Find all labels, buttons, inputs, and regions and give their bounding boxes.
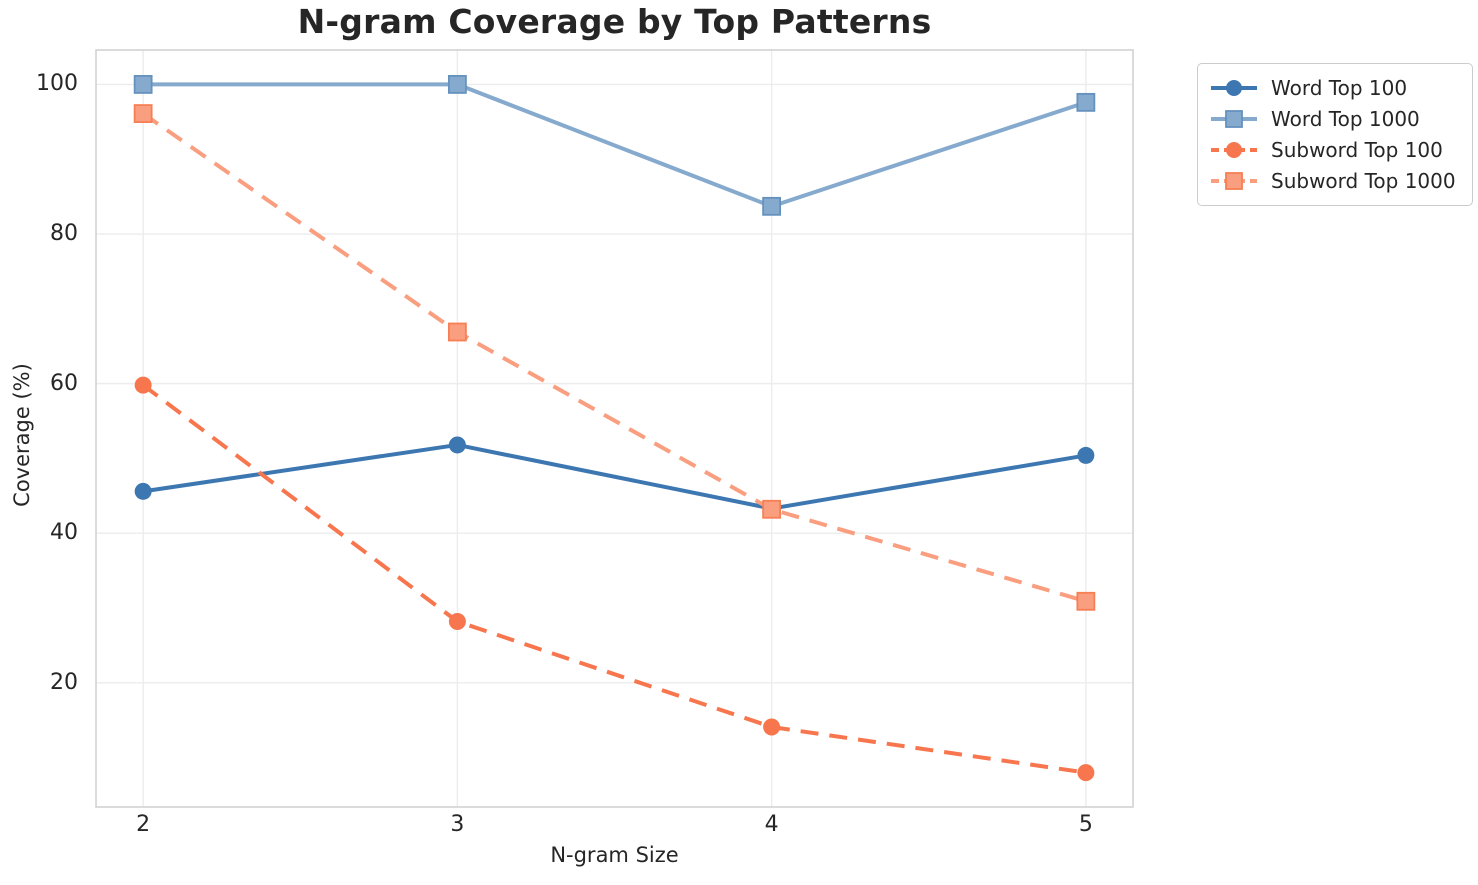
- legend-item-word-top-100: Word Top 100: [1210, 73, 1456, 103]
- marker-subword-top-100: [763, 718, 781, 736]
- y-tick-label: 80: [50, 221, 78, 246]
- legend-label-subword-top-100: Subword Top 100: [1271, 138, 1443, 162]
- marker-word-top-1000: [762, 196, 782, 216]
- line-subword-top-100: [141, 383, 1087, 775]
- marker-word-top-1000: [447, 75, 467, 94]
- y-tick-label: 40: [50, 520, 78, 546]
- legend-label-word-top-1000: Word Top 1000: [1271, 107, 1420, 131]
- legend: Word Top 100 Word Top 1000 Subword Top 100…: [1197, 63, 1473, 206]
- legend-swatch-word-top-100: [1211, 80, 1257, 96]
- line-word-top-100: [142, 442, 1087, 511]
- legend-item-subword-top-100: Subword Top 100: [1210, 135, 1456, 165]
- legend-label-subword-top-1000: Subword Top 1000: [1271, 169, 1456, 193]
- marker-subword-top-1000: [762, 499, 782, 519]
- x-tick-label: 3: [450, 812, 465, 837]
- line-word-top-1000: [143, 82, 1087, 209]
- legend-swatch-subword-top-100: [1211, 142, 1257, 158]
- marker-subword-top-1000: [447, 322, 467, 342]
- x-tick-label: 2: [136, 812, 151, 837]
- marker-word-top-100: [1077, 446, 1095, 464]
- chart-title: N-gram Coverage by Top Patterns: [297, 2, 932, 41]
- series-word-top-100: [134, 436, 1095, 518]
- y-tick-label: 20: [50, 669, 78, 695]
- marker-subword-top-1000: [133, 104, 153, 123]
- marker-word-top-1000: [133, 75, 153, 94]
- marker-subword-top-100: [1077, 764, 1095, 782]
- y-tick-label: 60: [50, 370, 78, 396]
- line-subword-top-1000: [141, 111, 1087, 604]
- axes-spines: [95, 49, 1134, 808]
- legend-swatch-subword-top-1000: [1211, 172, 1257, 190]
- marker-word-top-1000: [1076, 92, 1096, 112]
- y-axis-label: Coverage (%): [10, 363, 34, 507]
- marker-subword-top-100: [134, 376, 152, 394]
- x-tick-label: 4: [764, 812, 779, 837]
- marker-word-top-100: [134, 482, 152, 500]
- series-subword-top-1000: [133, 104, 1096, 611]
- marker-word-top-100: [448, 436, 466, 454]
- y-tick-label: 100: [36, 71, 78, 97]
- x-axis-label: N-gram Size: [550, 843, 679, 867]
- series-subword-top-100: [134, 376, 1095, 782]
- legend-swatch-word-top-1000: [1211, 110, 1257, 128]
- legend-item-word-top-1000: Word Top 1000: [1210, 104, 1456, 134]
- marker-subword-top-1000: [1076, 591, 1096, 611]
- marker-subword-top-100: [448, 612, 466, 630]
- legend-label-word-top-100: Word Top 100: [1271, 76, 1408, 100]
- legend-item-subword-top-1000: Subword Top 1000: [1210, 166, 1456, 196]
- x-tick-label: 5: [1078, 812, 1093, 837]
- series-word-top-1000: [133, 75, 1096, 216]
